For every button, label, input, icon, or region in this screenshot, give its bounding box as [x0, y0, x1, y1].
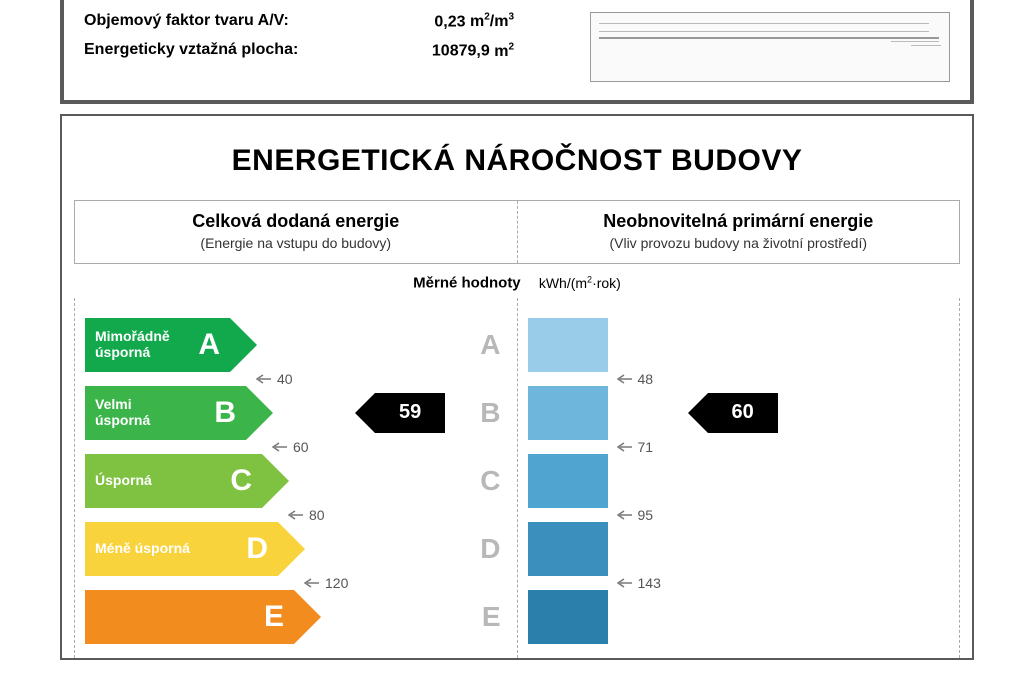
threshold-marker: 60: [269, 439, 309, 455]
header-right: Neobnovitelná primární energie (Vliv pro…: [518, 201, 960, 263]
energy-class-letter: B: [214, 396, 236, 430]
threshold-marker: 40: [253, 371, 293, 387]
energy-class-arrow-e: E: [85, 590, 321, 644]
energy-label-box: ENERGETICKÁ NÁROČNOST BUDOVY Celková dod…: [60, 114, 974, 660]
threshold-marker: 48: [614, 371, 654, 387]
units-row: Měrné hodnoty kWh/(m2·rok): [62, 264, 972, 298]
header-left-sub: (Energie na vstupu do budovy): [83, 235, 509, 251]
energy-class-label: Mimořádněúsporná: [95, 329, 170, 360]
building-sketch: [590, 12, 950, 82]
energy-class-row-d: Méně úsporná D D: [85, 522, 507, 576]
threshold-marker: 120: [301, 575, 348, 591]
building-params-box: Objemový faktor tvaru A/V: 0,23 m2/m3 En…: [60, 0, 974, 104]
primary-energy-bar: [528, 318, 608, 372]
param-value: 0,23 m2/m3: [384, 12, 514, 31]
energy-class-letter: C: [230, 464, 252, 498]
energy-class-arrow-b: Velmiúsporná B: [85, 386, 273, 440]
units-value: kWh/(m2·rok): [539, 275, 621, 291]
primary-energy-bar: [528, 590, 608, 644]
param-label: Energeticky vztažná plocha:: [84, 41, 384, 60]
ghost-class-letter: E: [482, 601, 501, 633]
header-row: Celková dodaná energie (Energie na vstup…: [74, 200, 960, 264]
energy-class-arrow-d: Méně úsporná D: [85, 522, 305, 576]
header-right-main: Neobnovitelná primární energie: [526, 211, 952, 232]
param-row-area: Energeticky vztažná plocha: 10879,9 m2: [84, 41, 590, 60]
energy-class-arrow-c: Úsporná C: [85, 454, 289, 508]
primary-energy-row: [528, 522, 950, 576]
primary-energy-row: [528, 454, 950, 508]
primary-energy-row: [528, 590, 950, 644]
building-params-list: Objemový faktor tvaru A/V: 0,23 m2/m3 En…: [84, 12, 590, 71]
energy-class-row-e: EE: [85, 590, 507, 644]
energy-class-letter: D: [246, 532, 268, 566]
energy-class-chart: MimořádněúspornáAA40VelmiúspornáBB60Úspo…: [75, 298, 518, 658]
main-title: ENERGETICKÁ NÁROČNOST BUDOVY: [62, 116, 972, 200]
ghost-class-letter: B: [480, 397, 500, 429]
header-left: Celková dodaná energie (Energie na vstup…: [75, 201, 518, 263]
threshold-marker: 80: [285, 507, 325, 523]
primary-energy-bar: [528, 522, 608, 576]
primary-energy-row: [528, 318, 950, 372]
energy-class-arrow-a: Mimořádněúsporná A: [85, 318, 257, 372]
chart-area: MimořádněúspornáAA40VelmiúspornáBB60Úspo…: [74, 298, 960, 658]
energy-class-label: Velmiúsporná: [95, 397, 150, 428]
energy-class-row-a: Mimořádněúsporná A A: [85, 318, 507, 372]
param-row-av: Objemový faktor tvaru A/V: 0,23 m2/m3: [84, 12, 590, 31]
energy-class-letter: A: [198, 328, 220, 362]
param-value: 10879,9 m2: [384, 41, 514, 60]
ghost-class-letter: C: [480, 465, 500, 497]
energy-class-letter: E: [264, 600, 284, 634]
header-right-sub: (Vliv provozu budovy na životní prostřed…: [526, 235, 952, 251]
primary-energy-bar: [528, 386, 608, 440]
threshold-marker: 71: [614, 439, 654, 455]
primary-energy-chart: 48 71 95 143 60: [518, 298, 960, 658]
energy-class-label: Úsporná: [95, 473, 152, 488]
units-label: Měrné hodnoty: [413, 275, 521, 292]
threshold-marker: 95: [614, 507, 654, 523]
value-pointer: 60: [688, 393, 778, 433]
energy-class-row-c: Úsporná C C: [85, 454, 507, 508]
value-pointer: 59: [355, 393, 445, 433]
ghost-class-letter: D: [480, 533, 500, 565]
param-label: Objemový faktor tvaru A/V:: [84, 12, 384, 31]
ghost-class-letter: A: [480, 329, 500, 361]
threshold-marker: 143: [614, 575, 661, 591]
value-pointer-value: 59: [375, 393, 445, 433]
header-left-main: Celková dodaná energie: [83, 211, 509, 232]
value-pointer-value: 60: [708, 393, 778, 433]
energy-class-label: Méně úsporná: [95, 541, 190, 556]
primary-energy-bar: [528, 454, 608, 508]
